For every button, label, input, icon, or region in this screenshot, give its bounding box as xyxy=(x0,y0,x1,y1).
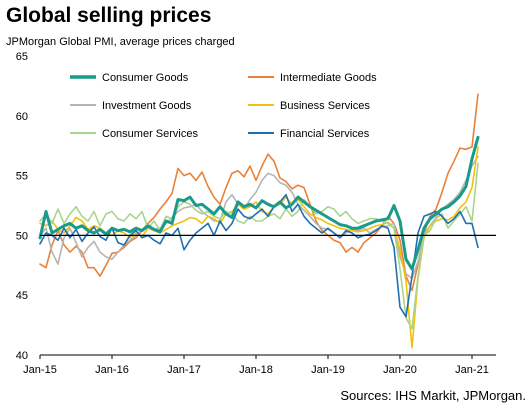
sources-note: Sources: IHS Markit, JPMorgan. xyxy=(340,388,526,403)
legend-label-investment-goods: Investment Goods xyxy=(102,100,192,112)
x-tick-label: Jan-21 xyxy=(455,364,489,376)
series-line-intermediate-goods xyxy=(39,93,479,292)
series-line-consumer-services xyxy=(39,162,479,330)
series-line-business-services xyxy=(39,146,479,349)
legend: Consumer Goods Intermediate Goods Investme… xyxy=(70,72,377,140)
y-tick-label: 45 xyxy=(16,290,28,302)
y-tick-label: 65 xyxy=(16,51,28,63)
x-tick-label: Jan-17 xyxy=(167,364,201,376)
x-tick-label: Jan-15 xyxy=(23,364,57,376)
y-tick-label: 55 xyxy=(16,171,28,183)
x-tick-label: Jan-20 xyxy=(383,364,417,376)
chart-subtitle: JPMorgan Global PMI, average prices char… xyxy=(6,36,235,48)
chart-title: Global selling prices xyxy=(6,4,212,27)
legend-label-business-services: Business Services xyxy=(280,100,370,112)
axes: 40 45 50 55 60 65 Jan-15 Jan-16 Jan-17 Jan-18 Jan-… xyxy=(16,51,496,376)
series-layer xyxy=(38,93,496,349)
y-tick-label: 40 xyxy=(16,350,28,362)
x-tick-label: Jan-18 xyxy=(239,364,273,376)
x-tick-label: Jan-19 xyxy=(311,364,345,376)
x-tick-label: Jan-16 xyxy=(95,364,129,376)
legend-label-consumer-services: Consumer Services xyxy=(102,128,198,140)
legend-label-intermediate-goods: Intermediate Goods xyxy=(280,72,377,84)
legend-label-financial-services: Financial Services xyxy=(280,128,370,140)
series-line-investment-goods xyxy=(39,155,479,280)
legend-label-consumer-goods: Consumer Goods xyxy=(102,72,189,84)
series-line-financial-services xyxy=(39,193,479,318)
series-line-consumer-goods xyxy=(38,135,480,271)
y-tick-label: 50 xyxy=(16,230,28,242)
y-tick-label: 60 xyxy=(16,111,28,123)
